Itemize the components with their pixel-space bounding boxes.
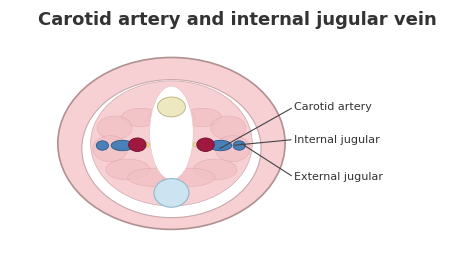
Ellipse shape xyxy=(215,136,250,162)
Ellipse shape xyxy=(163,168,215,186)
Ellipse shape xyxy=(211,116,246,139)
Ellipse shape xyxy=(97,116,132,139)
Ellipse shape xyxy=(93,136,128,162)
Text: Carotid artery and internal jugular vein: Carotid artery and internal jugular vein xyxy=(37,11,437,28)
Ellipse shape xyxy=(111,140,134,151)
Ellipse shape xyxy=(197,138,214,152)
Ellipse shape xyxy=(182,108,222,127)
Ellipse shape xyxy=(154,178,189,207)
Ellipse shape xyxy=(96,141,109,150)
Ellipse shape xyxy=(121,108,161,127)
Ellipse shape xyxy=(150,86,193,180)
Ellipse shape xyxy=(233,141,246,150)
Ellipse shape xyxy=(193,159,237,180)
Ellipse shape xyxy=(154,125,189,141)
Ellipse shape xyxy=(91,81,252,206)
Ellipse shape xyxy=(106,159,150,180)
Ellipse shape xyxy=(58,57,285,229)
Ellipse shape xyxy=(82,80,261,218)
Ellipse shape xyxy=(128,168,180,186)
Ellipse shape xyxy=(141,142,150,147)
Ellipse shape xyxy=(147,107,195,128)
Text: External jugular: External jugular xyxy=(294,172,383,182)
Ellipse shape xyxy=(157,97,185,117)
Ellipse shape xyxy=(209,140,232,151)
Ellipse shape xyxy=(128,138,146,152)
Ellipse shape xyxy=(193,142,202,147)
Text: Internal jugular: Internal jugular xyxy=(294,135,380,144)
Text: Carotid artery: Carotid artery xyxy=(294,102,372,112)
